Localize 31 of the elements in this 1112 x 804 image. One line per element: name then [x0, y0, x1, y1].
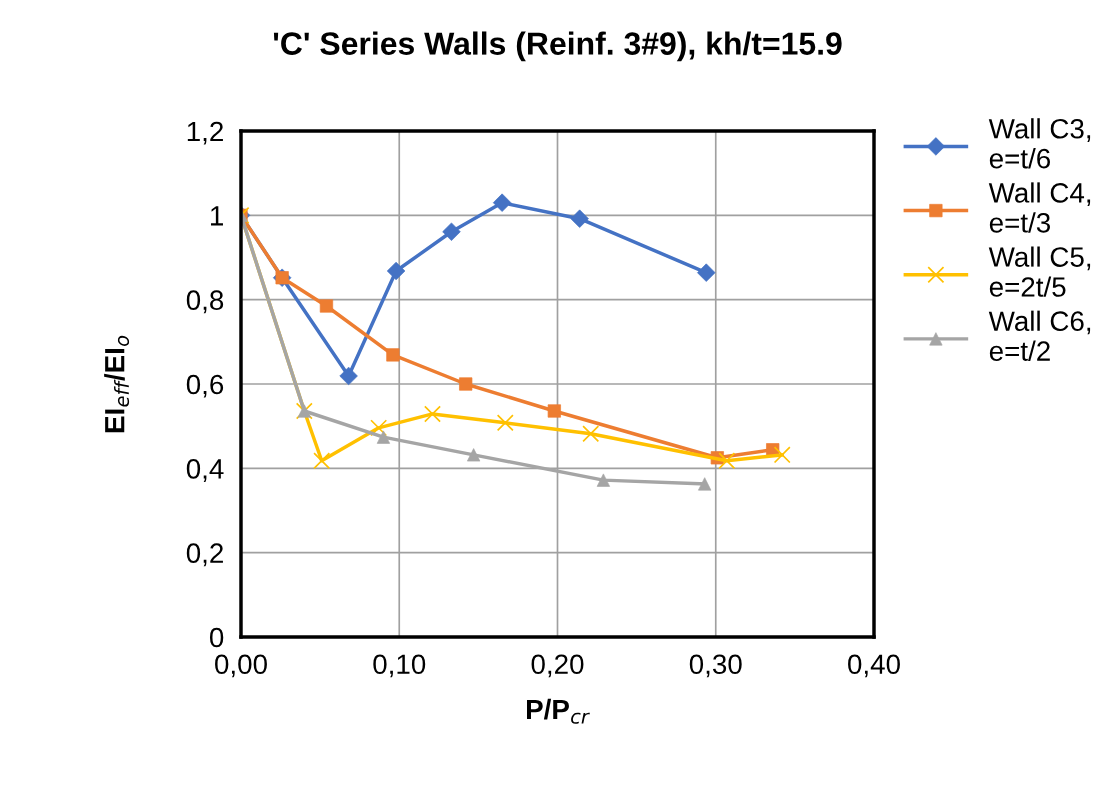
- y-tick-label: 0,4: [186, 459, 224, 482]
- point: [442, 222, 461, 241]
- legend-label: Wall C4, e=t/3: [988, 182, 1091, 233]
- y-tick-label: 0: [209, 627, 224, 648]
- legend-label: Wall C5, e=2t/5: [988, 246, 1091, 297]
- y-tick-label: 1: [211, 206, 223, 226]
- chart-title: 'C' Series Walls (Reinf. 3#9), kh/t=15.9: [273, 31, 842, 62]
- x-tick-label: 0,10: [373, 654, 426, 678]
- point: [496, 414, 514, 432]
- x-tick-label: 0,20: [531, 654, 584, 678]
- point: [582, 425, 600, 443]
- point: [547, 404, 561, 418]
- x-tick-label: 0,00: [215, 654, 267, 678]
- y-axis-title: EI$_{eff}$/EI$_{o}$: [104, 335, 130, 433]
- y-tick-label: 0,6: [186, 374, 224, 398]
- y-tick-label: 0,2: [186, 543, 223, 567]
- point: [313, 452, 331, 470]
- point: [339, 366, 358, 386]
- point: [773, 446, 791, 464]
- x-tick-label: 0,40: [848, 654, 900, 678]
- y-tick-label: 0,8: [186, 290, 224, 314]
- point: [459, 377, 473, 391]
- y-tick-label: 1,2: [187, 121, 223, 145]
- x-axis-title: P/P$_{cr}$: [527, 698, 590, 724]
- point: [319, 299, 334, 313]
- legend-label: Wall C6, e=t/2: [988, 310, 1091, 361]
- point: [370, 419, 388, 437]
- x-tick-label: 0,30: [689, 654, 742, 678]
- point: [424, 405, 441, 423]
- legend-label: Wall C3, e=t/6: [988, 118, 1091, 169]
- point: [718, 452, 736, 470]
